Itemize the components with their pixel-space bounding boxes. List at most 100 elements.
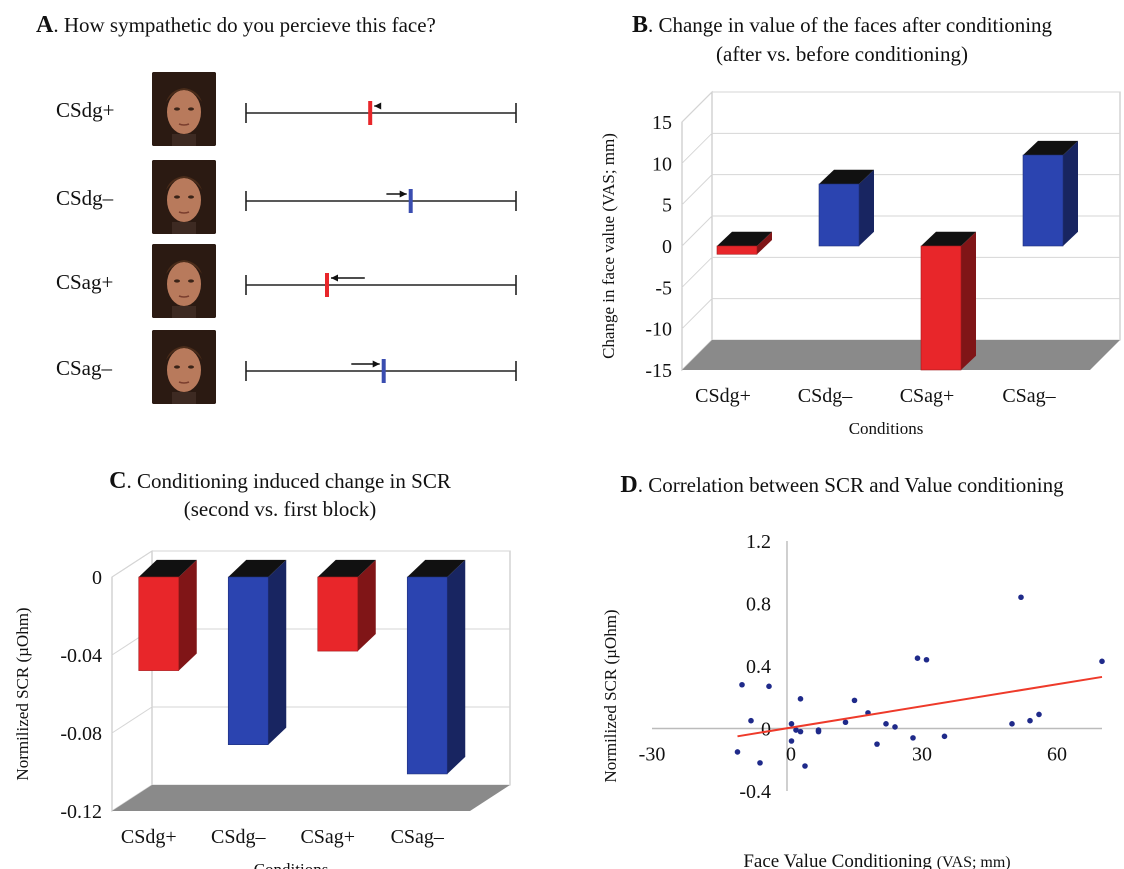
- face-photo: [152, 244, 216, 318]
- panel-a-title: A. How sympathetic do you percieve this …: [36, 12, 436, 39]
- bar-side: [961, 231, 976, 370]
- scatter-point: [1027, 717, 1033, 724]
- scatter-point: [815, 728, 822, 735]
- x-tick-label: CSag–: [1002, 385, 1056, 407]
- x-axis-label-units: (VAS; mm): [937, 854, 1011, 869]
- scatter-point: [788, 721, 795, 727]
- bar-side: [178, 559, 197, 671]
- bar-top: [1023, 140, 1078, 156]
- gridline: [681, 215, 1120, 247]
- vas-arrow-head: [399, 190, 407, 198]
- x-tick-label: CSdg+: [121, 826, 177, 848]
- vas-arrow-head: [331, 274, 338, 282]
- gridline: [681, 132, 1120, 164]
- x-axis-label: Face Value Conditioning (VAS; mm): [743, 851, 1010, 869]
- panel-d-title-text: . Correlation between SCR and Value cond…: [637, 473, 1064, 497]
- scatter-point: [923, 656, 930, 663]
- vas-row-label: CSdg–: [56, 186, 114, 210]
- x-tick-label: CSag+: [900, 385, 955, 407]
- panel-a-title-text: . How sympathetic do you percieve this f…: [53, 13, 436, 37]
- x-tick-label: -30: [639, 744, 666, 766]
- y-tick-label: 0.4: [746, 656, 771, 678]
- scatter-point: [757, 760, 763, 766]
- y-axis-label: Normilized SCR (µOhm): [601, 609, 620, 782]
- bar-top: [228, 559, 287, 577]
- gridline: [681, 298, 1120, 330]
- y-tick-label: 0: [92, 567, 102, 589]
- scatter-point: [797, 696, 804, 702]
- bar-top: [317, 559, 376, 577]
- vas-row-label: CSag–: [56, 356, 113, 380]
- y-tick-label: -0.04: [60, 645, 102, 667]
- bar: [818, 183, 860, 247]
- scatter-point: [892, 724, 898, 730]
- scatter-point: [842, 719, 849, 726]
- panel-a: A. How sympathetic do you percieve this …: [0, 0, 540, 430]
- panel-c: C. Conditioning induced change in SCR (s…: [0, 440, 560, 869]
- y-tick-label: -15: [645, 360, 672, 382]
- scatter-point: [941, 733, 948, 740]
- panel-d: D. Correlation between SCR and Value con…: [560, 440, 1124, 869]
- bar-side: [757, 231, 772, 255]
- y-tick-label: -0.08: [60, 723, 102, 745]
- panel-d-letter: D: [620, 472, 638, 498]
- scatter-point: [910, 735, 916, 741]
- vas-scale: [245, 359, 517, 383]
- scatter-point: [788, 738, 795, 744]
- scatter-point: [748, 717, 754, 724]
- y-tick-label: 0: [662, 236, 672, 258]
- scatter-point: [1099, 658, 1105, 665]
- gridline: [681, 174, 1120, 206]
- bar-top: [819, 169, 874, 184]
- y-tick-label: -0.12: [60, 801, 102, 823]
- x-tick-label: CSdg–: [211, 826, 266, 848]
- y-tick-label: 0: [761, 719, 771, 741]
- x-tick-label: CSag+: [300, 826, 355, 848]
- x-tick-label: CSdg+: [695, 385, 751, 407]
- bar-side: [859, 169, 874, 246]
- panel-c-title: C. Conditioning induced change in SCR: [0, 468, 560, 495]
- chart-d-svg: 1.2 0.8 0.4 0 -0.4 -30 0 30 60 Face Value Conditi…: [601, 531, 1105, 869]
- x-tick-label: CSag–: [391, 826, 445, 848]
- x-tick-label: 30: [912, 744, 932, 766]
- scatter-point: [883, 721, 889, 727]
- face-photo: [152, 330, 216, 404]
- y-tick-label: -0.4: [739, 781, 771, 803]
- scatter-point: [802, 763, 808, 769]
- vas-scale: [245, 189, 517, 213]
- bar-top: [407, 559, 466, 577]
- x-axis-label: Conditions: [849, 419, 924, 438]
- panel-b-letter: B: [631, 12, 648, 38]
- bar: [406, 576, 448, 775]
- bar-side: [447, 559, 466, 774]
- y-tick-label: 1.2: [746, 531, 771, 553]
- scatter-point: [734, 749, 741, 755]
- y-axis-label: Normilized SCR (µOhm): [13, 607, 32, 780]
- gridline: [111, 706, 510, 734]
- y-tick-label: -10: [645, 319, 672, 341]
- bar: [317, 576, 359, 652]
- panel-c-subtitle: (second vs. first block): [183, 497, 377, 521]
- vas-arrow-head: [372, 360, 380, 368]
- x-tick-label: 60: [1047, 744, 1067, 766]
- scatter-point: [1018, 594, 1024, 601]
- face-photo: [152, 160, 216, 234]
- gridline: [681, 91, 1120, 123]
- y-tick-label: 5: [662, 195, 672, 217]
- panel-d-title: D. Correlation between SCR and Value con…: [560, 472, 1124, 499]
- vas-arrow-head: [374, 102, 382, 110]
- panel-a-letter: A: [36, 12, 54, 38]
- vas-scale: [245, 273, 517, 297]
- scatter-point: [1009, 721, 1015, 727]
- y-axis-label: Change in face value (VAS; mm): [599, 133, 618, 359]
- panel-b: B. Change in value of the faces after co…: [560, 0, 1124, 440]
- x-tick-label: 0: [786, 744, 796, 766]
- bar: [1022, 154, 1064, 247]
- bar-side: [357, 559, 376, 652]
- bar-side: [268, 559, 287, 745]
- panel-c-title-text: . Conditioning induced change in SCR: [126, 469, 451, 493]
- y-tick-label: 15: [652, 112, 672, 134]
- scatter-point: [766, 683, 772, 690]
- chart-c-svg: 0 -0.04 -0.08 -0.12 CSdg+ CSdg– CSag+ CSag– Cond…: [13, 550, 511, 869]
- bar: [716, 245, 758, 255]
